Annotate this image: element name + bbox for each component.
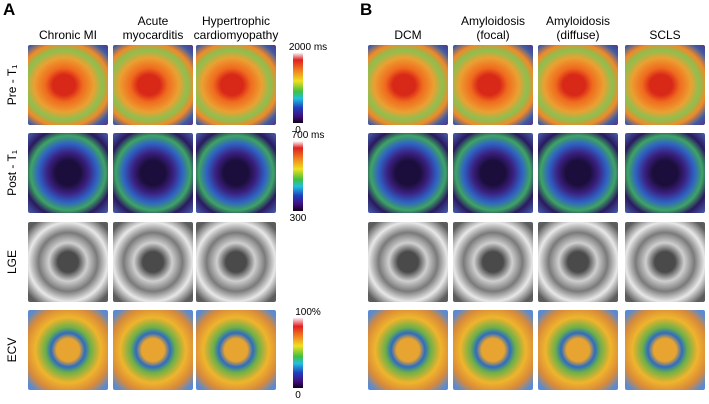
mri-image — [196, 310, 276, 390]
colorbar — [293, 141, 303, 211]
mri-image — [196, 222, 276, 302]
mri-image — [368, 133, 448, 213]
mri-image — [625, 222, 705, 302]
mri-image — [113, 222, 193, 302]
mri-image — [538, 310, 618, 390]
row-label: Pre - T₁ — [5, 64, 19, 106]
panel-label: A — [3, 0, 16, 19]
mri-image — [368, 222, 448, 302]
column-header: Amyloidosis (diffuse) — [545, 14, 611, 42]
colorbar-max-label: 700 ms — [291, 130, 325, 141]
colorbar-min-label: 0 — [295, 125, 301, 136]
colorbar — [293, 318, 303, 388]
mri-image — [625, 310, 705, 390]
panel-label: B — [360, 0, 373, 19]
colorbar-max-label: 2000 ms — [288, 42, 328, 53]
row-label: ECV — [5, 337, 19, 363]
mri-image — [196, 45, 276, 125]
mri-image — [28, 133, 108, 213]
colorbar — [293, 53, 303, 123]
row-label: LGE — [5, 250, 19, 275]
mri-image — [538, 45, 618, 125]
mri-image — [453, 45, 533, 125]
mri-image — [538, 133, 618, 213]
column-header: Hypertrophic cardiomyopathy — [193, 14, 279, 42]
column-header: Chronic MI — [38, 28, 97, 42]
mri-image — [453, 222, 533, 302]
column-header: Acute myocarditis — [122, 14, 184, 42]
mri-image — [28, 45, 108, 125]
mri-image — [113, 45, 193, 125]
row-label: Post - T₁ — [5, 150, 19, 196]
mri-image — [368, 45, 448, 125]
mri-image — [625, 133, 705, 213]
colorbar-max-label: 100% — [295, 307, 321, 318]
mri-image — [113, 133, 193, 213]
mri-image — [368, 310, 448, 390]
mri-image — [453, 310, 533, 390]
colorbar-min-label: 300 — [289, 213, 307, 224]
mri-image — [28, 310, 108, 390]
mri-image — [453, 133, 533, 213]
mri-image — [28, 222, 108, 302]
mri-image — [113, 310, 193, 390]
column-header: Amyloidosis (focal) — [460, 14, 526, 42]
column-header: SCLS — [649, 28, 681, 42]
colorbar-min-label: 0 — [295, 390, 301, 401]
mri-image — [538, 222, 618, 302]
column-header: DCM — [394, 28, 422, 42]
mri-image — [196, 133, 276, 213]
mri-image — [625, 45, 705, 125]
